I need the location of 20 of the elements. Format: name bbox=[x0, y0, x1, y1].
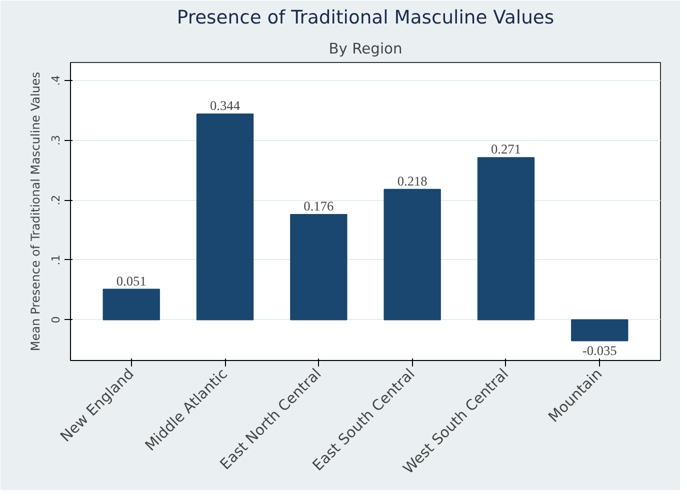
data-label: 0.176 bbox=[304, 198, 334, 214]
data-label: 0.271 bbox=[490, 142, 521, 157]
y-tick-label: .1 bbox=[50, 254, 62, 266]
y-tick-label: .4 bbox=[50, 75, 62, 86]
data-label: -0.035 bbox=[582, 342, 618, 358]
y-tick-label: 0 bbox=[50, 316, 62, 324]
bar bbox=[196, 113, 254, 320]
bar bbox=[290, 214, 348, 320]
bar bbox=[477, 157, 535, 320]
bar bbox=[384, 188, 441, 320]
data-label: 0.344 bbox=[210, 98, 240, 113]
y-axis-title: Mean Presence of Traditional Masculine Values bbox=[28, 72, 42, 352]
bar bbox=[102, 288, 160, 320]
data-label: 0.051 bbox=[116, 273, 146, 288]
y-tick-label: .3 bbox=[50, 135, 62, 146]
bar bbox=[571, 319, 628, 342]
data-label: 0.218 bbox=[397, 173, 428, 188]
y-tick-label: .2 bbox=[50, 194, 62, 206]
chart-subtitle: By Region bbox=[328, 40, 402, 58]
chart-title: Presence of Traditional Masculine Values bbox=[176, 8, 554, 28]
